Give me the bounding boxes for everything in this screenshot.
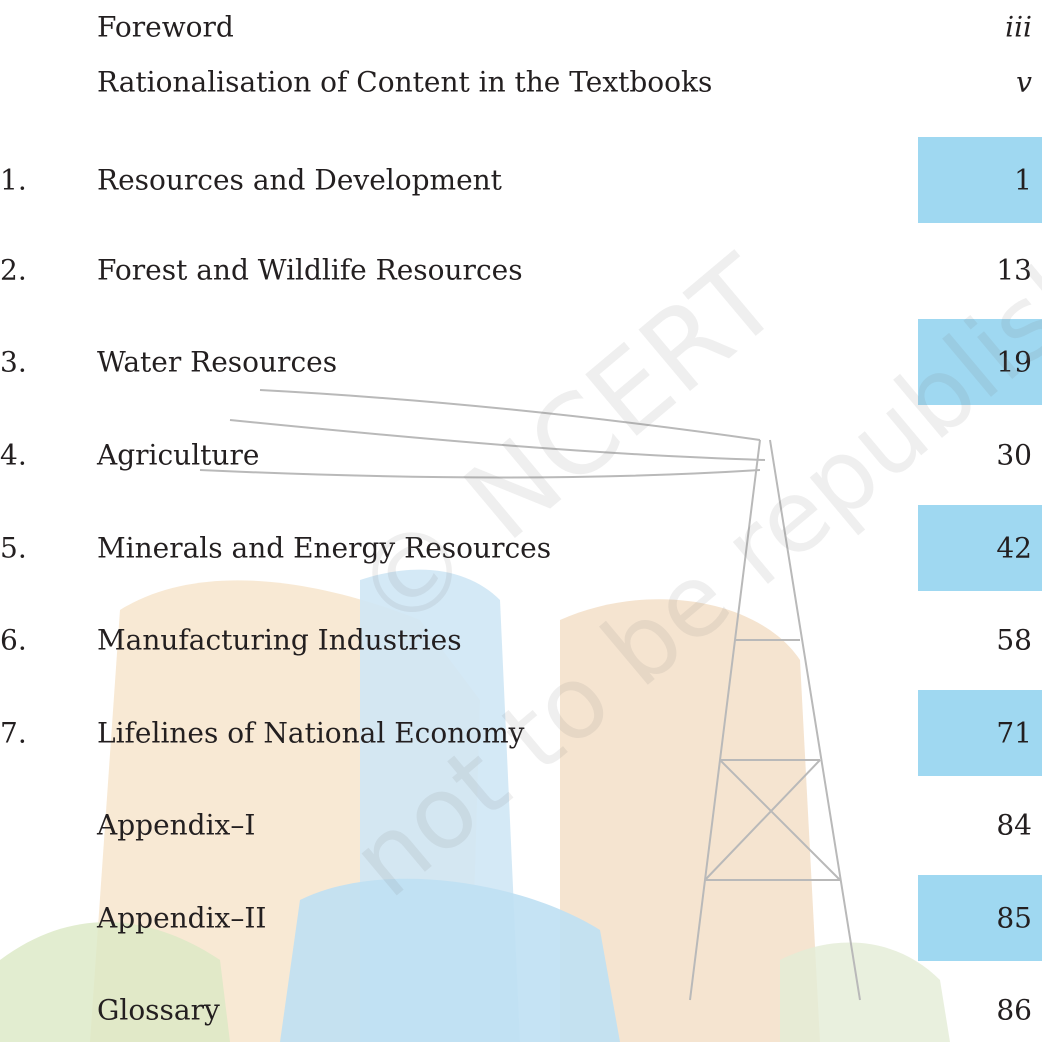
entry-page: iii	[1005, 10, 1032, 44]
entry-title: Forest and Wildlife Resources	[97, 253, 523, 287]
entry-title: Appendix–I	[97, 808, 256, 842]
tower	[199, 389, 861, 1001]
toc-entry: 7. Lifelines of National Economy 71	[0, 690, 1042, 776]
toc-entry: 4. Agriculture 30	[0, 412, 1042, 498]
page-highlight	[918, 319, 1042, 405]
entry-number: 3.	[0, 345, 27, 379]
toc-entry: 1. Resources and Development 1	[0, 137, 1042, 223]
entry-title: Water Resources	[97, 345, 338, 379]
entry-title: Agriculture	[97, 438, 260, 472]
entry-page: 86	[996, 993, 1032, 1027]
toc-entry: Foreword iii	[0, 0, 1042, 70]
toc-entry: 6. Manufacturing Industries 58	[0, 597, 1042, 683]
toc-entry: 3. Water Resources 19	[0, 319, 1042, 405]
bush	[0, 922, 230, 1042]
entry-page: 58	[996, 623, 1032, 657]
toc-entry: 2. Forest and Wildlife Resources 13	[0, 227, 1042, 313]
entry-page: 84	[996, 808, 1032, 842]
page-highlight	[918, 137, 1042, 223]
page-highlight	[918, 690, 1042, 776]
entry-page: v	[1016, 65, 1032, 99]
rock	[780, 942, 950, 1042]
entry-title: Appendix–II	[97, 901, 267, 935]
toc-entry: Glossary 86	[0, 967, 1042, 1053]
entry-page: 71	[996, 716, 1032, 750]
entry-title: Glossary	[97, 993, 220, 1027]
water	[280, 878, 620, 1042]
entry-page: 85	[996, 901, 1032, 935]
entry-page: 13	[996, 253, 1032, 287]
entry-number: 2.	[0, 253, 27, 287]
entry-title: Rationalisation of Content in the Textbo…	[97, 65, 713, 99]
entry-page: 19	[996, 345, 1032, 379]
entry-page: 42	[996, 531, 1032, 565]
entry-page: 1	[1014, 163, 1032, 197]
toc-entry: Appendix–II 85	[0, 875, 1042, 961]
entry-number: 4.	[0, 438, 27, 472]
entry-title: Manufacturing Industries	[97, 623, 462, 657]
page-highlight	[918, 505, 1042, 591]
entry-title: Foreword	[97, 10, 234, 44]
hill	[560, 599, 820, 1042]
entry-title: Minerals and Energy Resources	[97, 531, 552, 565]
toc-entry: 5. Minerals and Energy Resources 42	[0, 505, 1042, 591]
entry-number: 7.	[0, 716, 27, 750]
entry-title: Lifelines of National Economy	[97, 716, 525, 750]
entry-title: Resources and Development	[97, 163, 502, 197]
entry-page: 30	[996, 438, 1032, 472]
entry-number: 1.	[0, 163, 27, 197]
toc-entry: Rationalisation of Content in the Textbo…	[0, 39, 1042, 125]
entry-number: 6.	[0, 623, 27, 657]
toc-entry: Appendix–I 84	[0, 782, 1042, 868]
entry-number: 5.	[0, 531, 27, 565]
page-highlight	[918, 875, 1042, 961]
